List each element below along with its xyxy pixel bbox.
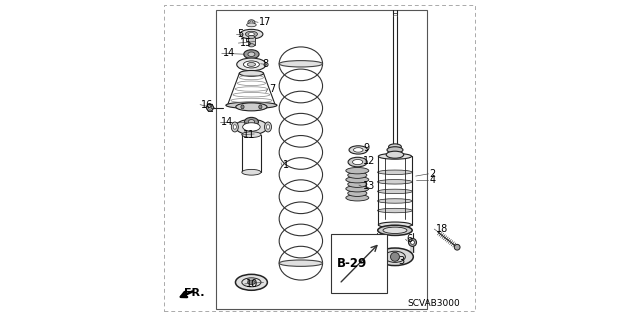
Text: 10: 10: [246, 279, 259, 289]
Text: 7: 7: [269, 84, 275, 94]
Bar: [248, 37, 255, 45]
Text: 8: 8: [262, 59, 268, 69]
Ellipse shape: [231, 122, 238, 132]
Ellipse shape: [348, 190, 367, 197]
Bar: [216, 10, 427, 309]
Ellipse shape: [378, 199, 412, 203]
Ellipse shape: [242, 132, 261, 137]
Text: SCVAB3000: SCVAB3000: [408, 299, 460, 308]
Ellipse shape: [383, 227, 407, 234]
Ellipse shape: [247, 63, 255, 66]
Text: 14: 14: [221, 117, 234, 127]
Ellipse shape: [236, 274, 268, 290]
Text: 3: 3: [399, 256, 404, 266]
Ellipse shape: [248, 52, 255, 56]
Ellipse shape: [248, 120, 255, 124]
Ellipse shape: [248, 35, 255, 39]
Ellipse shape: [266, 125, 269, 129]
Ellipse shape: [259, 105, 262, 109]
Ellipse shape: [248, 20, 255, 25]
Text: 12: 12: [364, 156, 376, 167]
Ellipse shape: [378, 189, 412, 194]
Ellipse shape: [386, 151, 404, 158]
Ellipse shape: [242, 169, 261, 175]
Text: 4: 4: [429, 175, 436, 185]
Ellipse shape: [454, 244, 460, 250]
Ellipse shape: [209, 106, 212, 109]
Text: FR.: FR.: [184, 288, 205, 299]
Ellipse shape: [279, 61, 323, 67]
Text: 1: 1: [283, 160, 289, 170]
Ellipse shape: [378, 208, 412, 213]
Text: 9: 9: [364, 143, 369, 153]
Ellipse shape: [348, 181, 367, 188]
Ellipse shape: [346, 195, 369, 201]
Ellipse shape: [408, 239, 417, 247]
Ellipse shape: [264, 122, 271, 132]
Ellipse shape: [243, 61, 259, 68]
Text: 17: 17: [259, 17, 272, 27]
Ellipse shape: [239, 70, 264, 76]
Ellipse shape: [248, 44, 255, 47]
Ellipse shape: [378, 222, 412, 228]
Ellipse shape: [346, 186, 369, 192]
Text: 14: 14: [223, 48, 236, 58]
Text: B-29: B-29: [337, 257, 367, 270]
Ellipse shape: [243, 123, 260, 131]
Ellipse shape: [240, 29, 263, 39]
Bar: [331, 234, 387, 293]
Text: 2: 2: [429, 169, 436, 179]
Ellipse shape: [348, 157, 367, 167]
Text: 11: 11: [243, 130, 255, 140]
Text: 13: 13: [363, 181, 375, 191]
Ellipse shape: [353, 160, 363, 165]
Ellipse shape: [226, 102, 277, 108]
Ellipse shape: [387, 147, 403, 153]
Ellipse shape: [353, 148, 363, 152]
Text: 5: 5: [237, 29, 243, 39]
Ellipse shape: [378, 180, 412, 184]
Ellipse shape: [207, 104, 214, 111]
Ellipse shape: [348, 172, 367, 178]
Ellipse shape: [236, 103, 267, 111]
Ellipse shape: [346, 167, 369, 174]
Ellipse shape: [378, 170, 412, 174]
Ellipse shape: [279, 260, 323, 266]
Ellipse shape: [378, 225, 412, 235]
Ellipse shape: [246, 23, 256, 27]
Text: 15: 15: [239, 38, 252, 48]
Ellipse shape: [250, 21, 253, 24]
Ellipse shape: [376, 248, 413, 265]
Ellipse shape: [390, 252, 399, 261]
Ellipse shape: [236, 119, 268, 135]
Ellipse shape: [237, 58, 266, 71]
Text: 18: 18: [435, 224, 448, 234]
Ellipse shape: [245, 31, 257, 37]
Ellipse shape: [388, 144, 401, 150]
Ellipse shape: [233, 125, 236, 129]
Ellipse shape: [244, 117, 259, 126]
Text: 16: 16: [202, 100, 214, 110]
Ellipse shape: [378, 153, 412, 159]
Ellipse shape: [349, 146, 367, 154]
Ellipse shape: [248, 33, 254, 36]
Ellipse shape: [244, 50, 259, 59]
Ellipse shape: [346, 176, 369, 183]
Text: 6: 6: [407, 234, 413, 244]
Ellipse shape: [248, 280, 255, 285]
Ellipse shape: [411, 241, 415, 244]
Ellipse shape: [241, 105, 244, 109]
